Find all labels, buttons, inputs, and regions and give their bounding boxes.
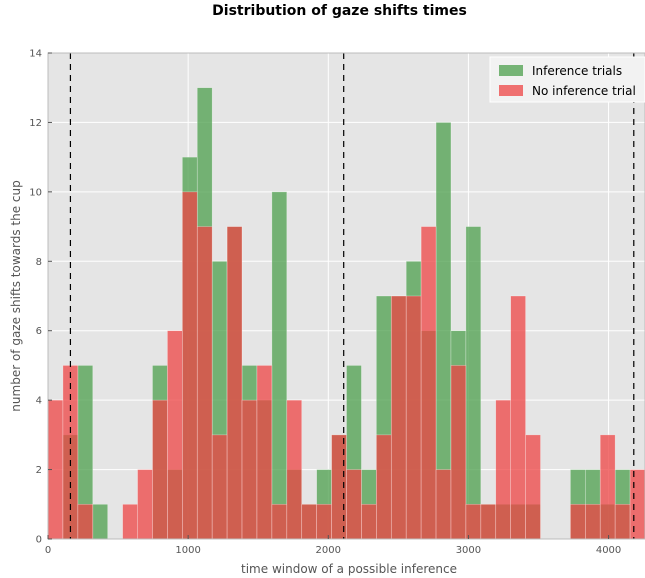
bar-no-inference: [256, 365, 273, 540]
x-tick-label: 3000: [456, 545, 481, 556]
bar-no-inference: [346, 469, 362, 540]
x-tick-label: 0: [45, 545, 51, 556]
bar-no-inference: [137, 469, 153, 540]
bar-no-inference: [77, 503, 94, 540]
chart-title: Distribution of gaze shifts times: [212, 3, 467, 19]
bar-no-inference: [167, 330, 183, 540]
bar-no-inference: [465, 503, 482, 540]
bar-no-inference: [435, 469, 452, 540]
bar-no-inference: [525, 434, 541, 540]
bar-no-inference: [301, 503, 317, 540]
bar-inference: [465, 226, 482, 540]
bar-no-inference: [182, 191, 198, 540]
bar-no-inference: [152, 399, 168, 540]
bar-no-inference: [196, 226, 213, 540]
bar-inference: [271, 191, 288, 540]
bar-no-inference: [286, 399, 303, 540]
legend-label-no-inference: No inference trial: [532, 84, 636, 98]
bar-no-inference: [226, 226, 243, 540]
bar-no-inference: [420, 226, 437, 540]
legend-label-inference: Inference trials: [532, 64, 622, 78]
bar-no-inference: [122, 503, 138, 540]
y-tick-label: 14: [29, 49, 42, 60]
bar-no-inference: [450, 365, 467, 540]
bar-no-inference: [614, 503, 631, 540]
x-tick-label: 4000: [596, 545, 621, 556]
bar-no-inference: [376, 434, 392, 540]
bar-no-inference: [361, 503, 377, 540]
bar-no-inference: [271, 503, 288, 540]
bar-no-inference: [629, 469, 645, 540]
x-axis-label: time window of a possible inference: [241, 562, 457, 576]
bar-no-inference: [510, 295, 526, 540]
bar-no-inference: [495, 399, 511, 540]
x-tick-label: 1000: [175, 545, 200, 556]
bar-no-inference: [480, 503, 497, 540]
bar-inference: [92, 503, 109, 540]
legend-swatch-inference: [499, 65, 523, 76]
bar-no-inference: [405, 295, 422, 540]
bar-no-inference: [390, 295, 407, 540]
legend: Inference trials No inference trial: [489, 56, 645, 103]
y-tick-label: 0: [36, 535, 42, 546]
histogram-bars: [47, 87, 645, 540]
bar-no-inference: [570, 503, 586, 540]
bar-no-inference: [599, 434, 616, 540]
y-tick-label: 6: [36, 326, 42, 337]
bar-no-inference: [241, 399, 258, 540]
bar-no-inference: [316, 503, 332, 540]
y-tick-label: 4: [36, 396, 42, 407]
y-tick-label: 8: [36, 257, 42, 268]
bar-no-inference: [584, 503, 601, 540]
x-tick-label: 2000: [316, 545, 341, 556]
y-tick-label: 10: [29, 187, 42, 198]
dashed-reference-lines: [47, 52, 645, 540]
plot-border: [47, 52, 645, 540]
bar-no-inference: [211, 434, 228, 540]
y-tick-label: 12: [29, 118, 42, 129]
y-tick-label: 2: [36, 465, 42, 476]
axis-ticks: 0 1000 2000 3000 4000 0 2 4 6 8 10 12 14: [29, 49, 621, 557]
legend-swatch-no-inference: [499, 85, 523, 96]
y-axis-label: number of gaze shifts towards the cup: [9, 180, 23, 411]
